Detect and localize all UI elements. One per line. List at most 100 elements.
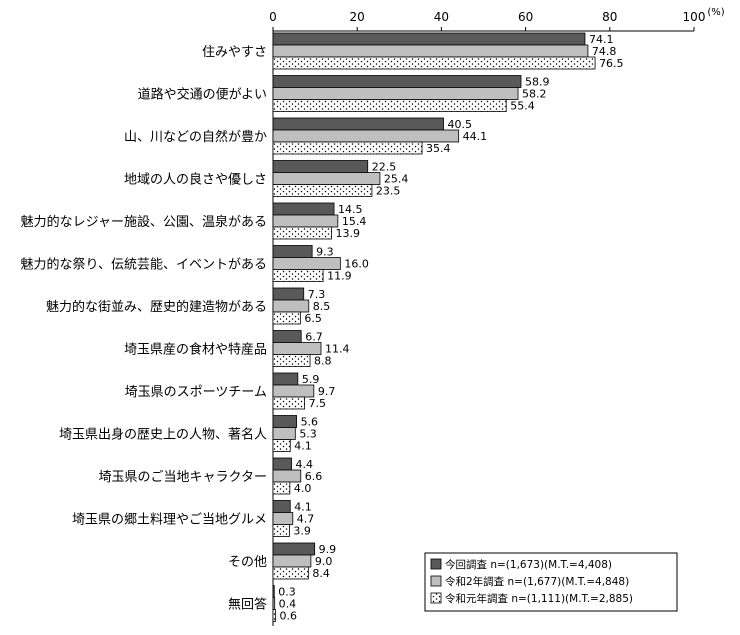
bar — [272, 542, 316, 556]
data-label: 7.5 — [309, 397, 327, 410]
x-tick-label: 0 — [269, 10, 277, 24]
data-label: 35.4 — [426, 142, 451, 155]
legend-box — [424, 552, 678, 612]
bar — [272, 87, 519, 100]
bar — [272, 597, 276, 610]
data-label: 6.6 — [305, 470, 323, 483]
data-label: 15.4 — [342, 215, 367, 228]
bar — [272, 396, 305, 410]
bar — [272, 384, 315, 398]
legend-swatch — [430, 558, 442, 570]
bar — [272, 129, 460, 143]
data-label: 4.4 — [296, 458, 314, 471]
data-label: 9.7 — [318, 385, 336, 398]
data-label: 40.5 — [448, 118, 473, 131]
legend-swatch — [430, 592, 442, 604]
bar — [272, 439, 291, 452]
data-label: 4.1 — [294, 440, 312, 453]
data-label: 58.2 — [522, 88, 547, 101]
x-tick-label: 60 — [518, 10, 533, 24]
x-tick-label: 40 — [434, 10, 449, 24]
data-label: 3.9 — [293, 525, 311, 538]
data-label: 0.3 — [278, 586, 296, 599]
bar — [272, 172, 381, 185]
legend-label: 今回調査 n=(1,673)(M.T.=4,408) — [445, 558, 612, 571]
bar — [272, 245, 313, 258]
legend-label: 令和元年調査 n=(1,111)(M.T.=2,885) — [445, 592, 633, 605]
data-label: 5.6 — [301, 416, 319, 429]
category-labels: 住みやすさ道路や交通の便がよい山、川などの自然が豊か地域の人の良さや優しさ魅力的… — [21, 45, 267, 613]
bar — [272, 554, 312, 568]
data-label: 0.4 — [279, 598, 297, 611]
data-label: 25.4 — [384, 173, 409, 186]
category-label: 埼玉県出身の歴史上の人物、著名人 — [59, 427, 267, 443]
data-label: 6.5 — [304, 312, 322, 325]
bar — [272, 311, 301, 325]
bar — [272, 330, 302, 343]
data-label: 13.9 — [336, 227, 361, 240]
bar — [272, 481, 291, 495]
x-tick-label: 100 — [683, 10, 706, 24]
bar — [272, 469, 302, 483]
data-label: 14.5 — [338, 203, 363, 216]
data-label: 8.5 — [313, 300, 331, 313]
data-label: 8.8 — [314, 355, 332, 368]
data-label: 11.9 — [327, 270, 352, 283]
bar — [272, 427, 296, 440]
bar — [272, 609, 276, 622]
bar — [272, 354, 311, 367]
data-label: 23.5 — [376, 185, 401, 198]
bar — [272, 257, 341, 270]
category-label: 山、川などの自然が豊か — [124, 129, 267, 145]
bar — [272, 269, 324, 282]
bar — [272, 287, 305, 301]
x-tick-label: 80 — [602, 10, 617, 24]
data-label: 58.9 — [525, 76, 550, 89]
category-label: その他 — [228, 555, 267, 570]
bar — [272, 500, 291, 513]
data-label: 55.4 — [510, 100, 535, 113]
bar — [272, 299, 310, 313]
bar — [272, 184, 373, 197]
bar — [272, 75, 522, 88]
value-labels: 74.174.876.5 58.958.255.4 40.544.1 35.4 22.5… — [278, 33, 623, 623]
bar — [272, 56, 596, 70]
bar — [272, 524, 290, 537]
data-label: 22.5 — [372, 161, 397, 174]
bar — [272, 512, 294, 525]
bar — [272, 214, 339, 228]
data-label: 7.3 — [308, 288, 326, 301]
data-label: 44.1 — [463, 130, 488, 143]
category-label: 埼玉県のご当地キャラクター — [99, 469, 267, 485]
data-label: 4.1 — [294, 501, 312, 514]
unit-label: (%) — [707, 7, 724, 18]
legend: 今回調査 n=(1,673)(M.T.=4,408) 令和2年調査 n=(1,67… — [424, 552, 678, 612]
data-label: 4.0 — [294, 482, 312, 495]
data-label: 5.9 — [302, 373, 320, 386]
data-label: 6.7 — [305, 331, 323, 344]
bar — [272, 342, 322, 355]
category-label: 埼玉県の郷土料理やご当地グルメ — [72, 512, 267, 528]
bar — [272, 566, 309, 580]
bar — [272, 226, 332, 240]
bar — [272, 44, 589, 58]
category-label: 魅力的な街並み、歴史的建造物がある — [46, 299, 267, 315]
category-label: 無回答 — [228, 597, 267, 613]
data-label: 8.4 — [312, 567, 330, 580]
bar — [272, 160, 369, 173]
data-label: 11.4 — [325, 343, 350, 356]
data-label: 76.5 — [599, 57, 624, 70]
category-label: 魅力的な祭り、伝統芸能、イベントがある — [21, 257, 267, 273]
category-label: 住みやすさ — [202, 45, 267, 60]
category-label: 道路や交通の便がよい — [138, 87, 267, 103]
data-label: 9.3 — [316, 246, 334, 259]
data-label: 74.1 — [589, 33, 614, 46]
category-label: 魅力的なレジャー施設、公園、温泉がある — [21, 214, 267, 230]
data-label: 9.0 — [315, 555, 333, 568]
data-label: 16.0 — [344, 258, 369, 271]
x-tick-label: 20 — [350, 10, 365, 24]
legend-label: 令和2年調査 n=(1,677)(M.T.=4,848) — [445, 575, 629, 588]
category-label: 埼玉県産の食材や特産品 — [124, 342, 267, 358]
category-label: 地域の人の良さや優しさ — [124, 172, 267, 188]
